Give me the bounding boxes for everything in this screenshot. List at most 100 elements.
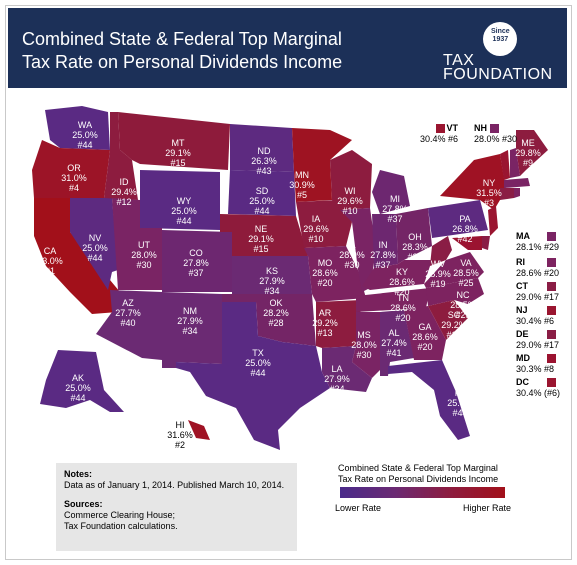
state-code: MN <box>295 170 309 180</box>
state-rank: #34 <box>264 286 280 296</box>
state-rate: 31.0% <box>61 173 87 183</box>
state-code: AR <box>318 308 332 318</box>
state-code: ME <box>521 138 535 148</box>
side-label-RI: RI 28.6% #20 <box>516 257 560 278</box>
state-label-AL: AL 27.4% #41 <box>381 328 407 358</box>
state-AR <box>316 300 362 348</box>
state-code: NY <box>482 178 496 188</box>
state-rate: 27.8% <box>183 258 209 268</box>
state-rank: #25 <box>455 310 471 320</box>
state-AL <box>380 310 414 376</box>
notes-heading: Notes: <box>64 469 93 479</box>
state-label-TX: TX 25.0% #44 <box>245 348 271 378</box>
state-AK <box>40 350 124 412</box>
title-line-1: Combined State & Federal Top Marginal <box>22 29 342 49</box>
state-code: KY <box>395 267 408 277</box>
notes-box: Notes: Data as of January 1, 2014. Publi… <box>56 463 297 551</box>
state-rate: 25.0% <box>447 398 473 408</box>
state-rank: #37 <box>375 260 391 270</box>
swatch-MD <box>547 354 556 363</box>
state-label-OR: OR 31.0% #4 <box>61 163 87 193</box>
state-IA <box>296 200 352 248</box>
state-label-ME: ME 29.8% #9 <box>515 138 541 168</box>
state-rank: #34 <box>182 326 198 336</box>
swatch-VT <box>436 124 445 133</box>
state-label-MI: MI 27.8% #37 <box>382 194 408 224</box>
state-MO <box>304 246 366 302</box>
state-CT <box>500 188 514 200</box>
state-PA <box>428 200 488 238</box>
state-label-ND: ND 26.3% #43 <box>251 146 277 176</box>
state-label-AZ: AZ 27.7% #40 <box>115 298 141 328</box>
state-SC <box>428 300 468 340</box>
state-label-OH: OH 28.3% #27 <box>402 232 428 262</box>
state-label-IL: IL 28.0% #30 <box>339 240 365 270</box>
state-rate: 33.0% <box>37 256 63 266</box>
state-rank: #13 <box>317 328 333 338</box>
side-label-DC: DC 30.4% (#6) <box>516 377 561 398</box>
state-MN <box>292 128 352 202</box>
sources-line-2: Tax Foundation calculations. <box>64 521 178 531</box>
state-code: IA <box>311 214 321 224</box>
state-rank: #15 <box>170 158 186 168</box>
state-LA <box>322 346 372 392</box>
swatch-NH <box>490 124 499 133</box>
state-rate: 28.6% <box>389 277 415 287</box>
swatch-CT <box>547 282 556 291</box>
state-TX <box>176 302 330 450</box>
logo-since: Since <box>491 28 510 35</box>
state-label-MT: MT 29.1% #15 <box>165 138 191 168</box>
state-rate: 25.0% <box>72 130 98 140</box>
state-rank: #2 <box>174 440 185 450</box>
state-label-OK: OK 28.2% #28 <box>263 298 289 328</box>
state-CO <box>162 230 232 292</box>
state-label-NY: NY 31.5% #3 <box>476 178 502 208</box>
state-rank: #5 <box>296 190 307 200</box>
state-code: GA <box>418 322 432 332</box>
state-code: AL <box>388 328 400 338</box>
swatch-DE <box>547 330 556 339</box>
state-label-FL: FL 25.0% #44 <box>447 388 473 418</box>
state-code: ID <box>119 177 129 187</box>
state-rank: #37 <box>188 268 204 278</box>
swatch-DC <box>547 378 556 387</box>
legend-high-label: Higher Rate <box>463 503 512 513</box>
state-rate: 31.6% <box>167 430 193 440</box>
state-rank: #19 <box>430 279 446 289</box>
state-rate: 28.0% <box>131 250 157 260</box>
legend-title: Combined State & Federal Top Marginal Ta… <box>338 463 523 485</box>
sources-heading: Sources: <box>64 499 103 509</box>
side-label-MD: MD 30.3% #8 <box>516 353 555 374</box>
state-NJ <box>488 206 498 236</box>
state-ME <box>516 130 548 176</box>
state-code: NE <box>254 224 268 234</box>
state-rate: 25.0% <box>245 358 271 368</box>
state-code: TX <box>252 348 264 358</box>
state-GA <box>404 306 446 360</box>
state-rate: 25.0% <box>65 383 91 393</box>
state-code: NC <box>456 290 470 300</box>
state-OK <box>222 294 316 346</box>
state-MA <box>504 178 530 188</box>
state-code: IL <box>348 240 356 250</box>
state-code: WY <box>176 196 192 206</box>
state-rank: #30 <box>356 350 372 360</box>
state-rate: 28.9% <box>425 269 451 279</box>
state-AZ <box>96 290 162 360</box>
state-rate: 28.5% <box>453 268 479 278</box>
state-rank: #20 <box>317 278 333 288</box>
state-label-SD: SD 25.0% #44 <box>249 186 275 216</box>
state-code: WA <box>77 120 93 130</box>
state-rate: 26.8% <box>452 224 478 234</box>
state-rank: #27 <box>407 252 423 262</box>
state-rate: 27.9% <box>259 276 285 286</box>
state-NY <box>440 154 506 210</box>
state-rank: #44 <box>254 206 270 216</box>
legend-low-label: Lower Rate <box>335 503 382 513</box>
state-rank: #1 <box>44 266 55 276</box>
state-code: LA <box>331 364 343 374</box>
state-rate: 25.0% <box>82 243 108 253</box>
state-NH <box>510 148 520 178</box>
state-label-GA: GA 28.6% #20 <box>412 322 438 352</box>
